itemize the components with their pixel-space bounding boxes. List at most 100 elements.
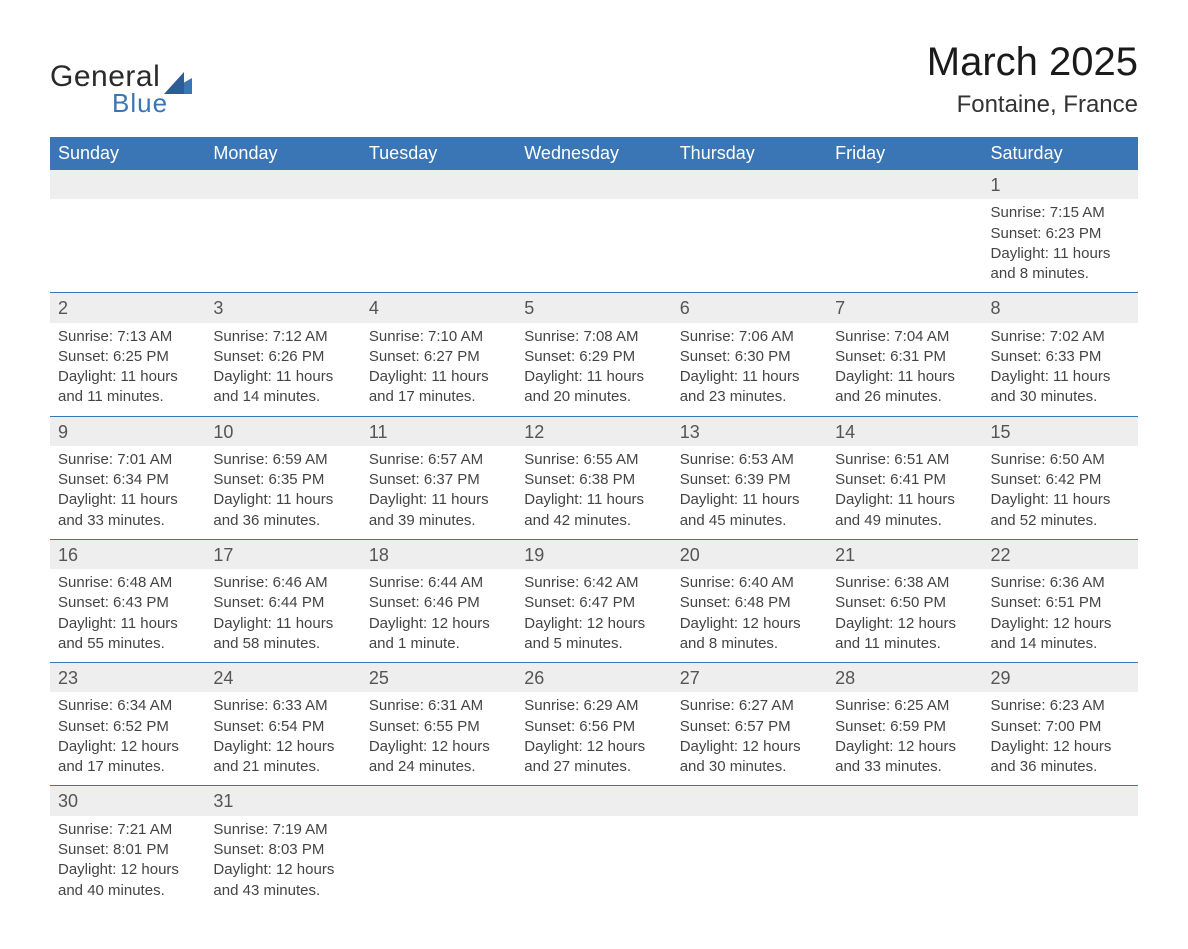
calendar-week-row: 1Sunrise: 7:15 AMSunset: 6:23 PMDaylight…: [50, 170, 1138, 293]
calendar-cell: [672, 786, 827, 909]
daylight-text: Daylight: 11 hours and 55 minutes.: [58, 614, 197, 655]
day-number: 15: [983, 417, 1138, 446]
day-content: Sunrise: 6:23 AMSunset: 7:00 PMDaylight:…: [983, 692, 1138, 785]
daylight-text: Daylight: 12 hours and 21 minutes.: [213, 737, 352, 778]
calendar-cell: [361, 786, 516, 909]
day-content: [827, 199, 982, 271]
sunrise-text: Sunrise: 6:34 AM: [58, 696, 197, 716]
day-number: 23: [50, 663, 205, 692]
calendar-cell: 8Sunrise: 7:02 AMSunset: 6:33 PMDaylight…: [983, 293, 1138, 416]
day-number: 28: [827, 663, 982, 692]
day-content: Sunrise: 6:29 AMSunset: 6:56 PMDaylight:…: [516, 692, 671, 785]
logo-text-2: Blue: [112, 88, 192, 119]
daylight-text: Daylight: 11 hours and 36 minutes.: [213, 490, 352, 531]
calendar-cell: 6Sunrise: 7:06 AMSunset: 6:30 PMDaylight…: [672, 293, 827, 416]
sunset-text: Sunset: 6:27 PM: [369, 347, 508, 367]
day-number: 18: [361, 540, 516, 569]
day-content: [361, 199, 516, 271]
calendar-cell: 1Sunrise: 7:15 AMSunset: 6:23 PMDaylight…: [983, 170, 1138, 293]
day-content: Sunrise: 6:46 AMSunset: 6:44 PMDaylight:…: [205, 569, 360, 662]
daylight-text: Daylight: 11 hours and 42 minutes.: [524, 490, 663, 531]
day-number: 29: [983, 663, 1138, 692]
sunset-text: Sunset: 6:30 PM: [680, 347, 819, 367]
day-content: Sunrise: 7:19 AMSunset: 8:03 PMDaylight:…: [205, 816, 360, 909]
sunset-text: Sunset: 6:55 PM: [369, 717, 508, 737]
calendar-cell: 4Sunrise: 7:10 AMSunset: 6:27 PMDaylight…: [361, 293, 516, 416]
day-header: Wednesday: [516, 137, 671, 170]
daylight-text: Daylight: 11 hours and 8 minutes.: [991, 244, 1130, 285]
month-title: March 2025: [927, 40, 1138, 85]
day-content: Sunrise: 6:50 AMSunset: 6:42 PMDaylight:…: [983, 446, 1138, 539]
calendar-cell: [516, 786, 671, 909]
day-content: Sunrise: 6:38 AMSunset: 6:50 PMDaylight:…: [827, 569, 982, 662]
sunrise-text: Sunrise: 6:38 AM: [835, 573, 974, 593]
day-header: Monday: [205, 137, 360, 170]
day-header: Sunday: [50, 137, 205, 170]
day-number: 30: [50, 786, 205, 815]
sunset-text: Sunset: 6:50 PM: [835, 593, 974, 613]
day-number: [361, 786, 516, 815]
sunrise-text: Sunrise: 7:10 AM: [369, 327, 508, 347]
daylight-text: Daylight: 11 hours and 30 minutes.: [991, 367, 1130, 408]
sunrise-text: Sunrise: 6:51 AM: [835, 450, 974, 470]
day-number: [827, 170, 982, 199]
daylight-text: Daylight: 12 hours and 30 minutes.: [680, 737, 819, 778]
calendar-cell: 29Sunrise: 6:23 AMSunset: 7:00 PMDayligh…: [983, 663, 1138, 786]
daylight-text: Daylight: 12 hours and 14 minutes.: [991, 614, 1130, 655]
day-number: 9: [50, 417, 205, 446]
sunset-text: Sunset: 6:33 PM: [991, 347, 1130, 367]
daylight-text: Daylight: 11 hours and 20 minutes.: [524, 367, 663, 408]
sunset-text: Sunset: 6:37 PM: [369, 470, 508, 490]
day-number: 22: [983, 540, 1138, 569]
sunrise-text: Sunrise: 7:02 AM: [991, 327, 1130, 347]
sunset-text: Sunset: 6:38 PM: [524, 470, 663, 490]
sunset-text: Sunset: 6:34 PM: [58, 470, 197, 490]
sunset-text: Sunset: 6:47 PM: [524, 593, 663, 613]
calendar-table: Sunday Monday Tuesday Wednesday Thursday…: [50, 137, 1138, 909]
daylight-text: Daylight: 12 hours and 11 minutes.: [835, 614, 974, 655]
day-number: 7: [827, 293, 982, 322]
sunrise-text: Sunrise: 6:40 AM: [680, 573, 819, 593]
sunset-text: Sunset: 6:57 PM: [680, 717, 819, 737]
day-content: Sunrise: 6:34 AMSunset: 6:52 PMDaylight:…: [50, 692, 205, 785]
sunrise-text: Sunrise: 6:46 AM: [213, 573, 352, 593]
daylight-text: Daylight: 12 hours and 24 minutes.: [369, 737, 508, 778]
sunset-text: Sunset: 6:43 PM: [58, 593, 197, 613]
day-content: Sunrise: 6:53 AMSunset: 6:39 PMDaylight:…: [672, 446, 827, 539]
calendar-cell: 18Sunrise: 6:44 AMSunset: 6:46 PMDayligh…: [361, 539, 516, 662]
day-content: Sunrise: 6:33 AMSunset: 6:54 PMDaylight:…: [205, 692, 360, 785]
sunrise-text: Sunrise: 7:01 AM: [58, 450, 197, 470]
location-label: Fontaine, France: [927, 91, 1138, 119]
day-content: Sunrise: 6:44 AMSunset: 6:46 PMDaylight:…: [361, 569, 516, 662]
daylight-text: Daylight: 12 hours and 43 minutes.: [213, 860, 352, 901]
sunrise-text: Sunrise: 6:48 AM: [58, 573, 197, 593]
calendar-cell: 23Sunrise: 6:34 AMSunset: 6:52 PMDayligh…: [50, 663, 205, 786]
calendar-week-row: 23Sunrise: 6:34 AMSunset: 6:52 PMDayligh…: [50, 663, 1138, 786]
day-content: Sunrise: 7:08 AMSunset: 6:29 PMDaylight:…: [516, 323, 671, 416]
calendar-cell: 26Sunrise: 6:29 AMSunset: 6:56 PMDayligh…: [516, 663, 671, 786]
sunset-text: Sunset: 6:39 PM: [680, 470, 819, 490]
sunset-text: Sunset: 6:26 PM: [213, 347, 352, 367]
sunset-text: Sunset: 6:44 PM: [213, 593, 352, 613]
day-content: Sunrise: 6:36 AMSunset: 6:51 PMDaylight:…: [983, 569, 1138, 662]
daylight-text: Daylight: 11 hours and 26 minutes.: [835, 367, 974, 408]
day-header-row: Sunday Monday Tuesday Wednesday Thursday…: [50, 137, 1138, 170]
day-content: Sunrise: 6:40 AMSunset: 6:48 PMDaylight:…: [672, 569, 827, 662]
day-number: [361, 170, 516, 199]
calendar-cell: 19Sunrise: 6:42 AMSunset: 6:47 PMDayligh…: [516, 539, 671, 662]
calendar-cell: [361, 170, 516, 293]
calendar-cell: [205, 170, 360, 293]
logo: General Blue: [50, 60, 192, 119]
sunrise-text: Sunrise: 7:15 AM: [991, 203, 1130, 223]
day-content: Sunrise: 6:51 AMSunset: 6:41 PMDaylight:…: [827, 446, 982, 539]
calendar-cell: [827, 786, 982, 909]
day-number: 24: [205, 663, 360, 692]
day-content: Sunrise: 6:31 AMSunset: 6:55 PMDaylight:…: [361, 692, 516, 785]
sunset-text: Sunset: 6:25 PM: [58, 347, 197, 367]
sunrise-text: Sunrise: 6:33 AM: [213, 696, 352, 716]
calendar-cell: 31Sunrise: 7:19 AMSunset: 8:03 PMDayligh…: [205, 786, 360, 909]
daylight-text: Daylight: 12 hours and 17 minutes.: [58, 737, 197, 778]
day-number: 26: [516, 663, 671, 692]
day-content: Sunrise: 7:02 AMSunset: 6:33 PMDaylight:…: [983, 323, 1138, 416]
sunset-text: Sunset: 6:48 PM: [680, 593, 819, 613]
